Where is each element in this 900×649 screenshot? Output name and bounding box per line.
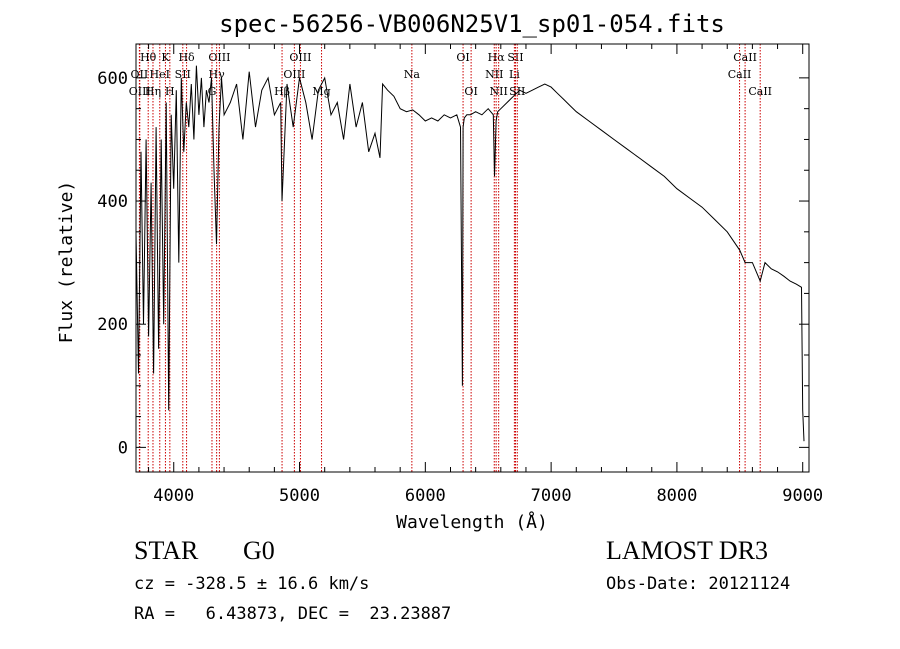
spectral-line-label: HeI <box>150 68 170 81</box>
y-tick-label: 0 <box>118 438 128 458</box>
spectral-line-label: CaII <box>748 85 772 98</box>
spectral-line-label: Hθ <box>140 51 157 64</box>
spectral-line-label: Hβ <box>274 85 290 98</box>
y-tick-label: 200 <box>97 315 128 335</box>
spectral-line-label: Hα <box>488 51 506 64</box>
object-class: STAR <box>134 536 199 565</box>
spectral-line-label: NII <box>490 85 508 98</box>
x-tick-label: 6000 <box>405 486 446 506</box>
spectral-line-label: K <box>161 51 170 64</box>
spectral-line-label: OIII <box>208 51 230 64</box>
spectrum-series-line <box>135 65 805 442</box>
spectral-line-label: Hδ <box>178 51 195 64</box>
plot-frame <box>135 43 810 473</box>
subclass: G0 <box>243 536 275 565</box>
x-tick-label: 7000 <box>531 486 572 506</box>
redshift-velocity: cz = -328.5 ± 16.6 km/s <box>134 574 370 594</box>
spectral-line-label: OI <box>464 85 477 98</box>
chart-title: spec-56256-VB006N25V1_sp01-054.fits <box>219 10 725 38</box>
coordinates: RA = 6.43873, DEC = 23.23887 <box>134 604 452 624</box>
spectral-line-label: NII <box>485 68 503 81</box>
y-axis-label: Flux (relative) <box>56 181 77 344</box>
spectral-line-label: SII <box>175 68 191 81</box>
spectral-line-label: OIII <box>283 68 305 81</box>
spectral-line-label: SII <box>507 51 523 64</box>
survey-name: LAMOST DR3 <box>606 536 769 565</box>
x-tick-label: 4000 <box>153 486 194 506</box>
spectral-line-label: Na <box>404 68 421 81</box>
spectral-line-label: Li <box>509 68 520 81</box>
spectral-line-label: OIII <box>129 85 151 98</box>
y-tick-label: 400 <box>97 192 128 212</box>
spectral-line-label: OI <box>456 51 469 64</box>
spectral-line-label: Hγ <box>209 68 226 81</box>
x-tick-label: 8000 <box>656 486 697 506</box>
spectral-line-label: CaII <box>728 68 752 81</box>
x-tick-label: 9000 <box>782 486 823 506</box>
spectral-line-label: OIII <box>289 51 311 64</box>
x-tick-label: 5000 <box>279 486 320 506</box>
spectral-line-label: Hη <box>145 85 161 98</box>
x-axis-label: Wavelength (Å) <box>396 511 548 533</box>
spectral-line-label: CaII <box>733 51 757 64</box>
y-tick-label: 600 <box>97 69 128 89</box>
observation-date: Obs-Date: 20121124 <box>606 574 791 594</box>
spectral-line-label: H <box>165 85 175 98</box>
spectral-line-label: SII <box>509 85 525 98</box>
